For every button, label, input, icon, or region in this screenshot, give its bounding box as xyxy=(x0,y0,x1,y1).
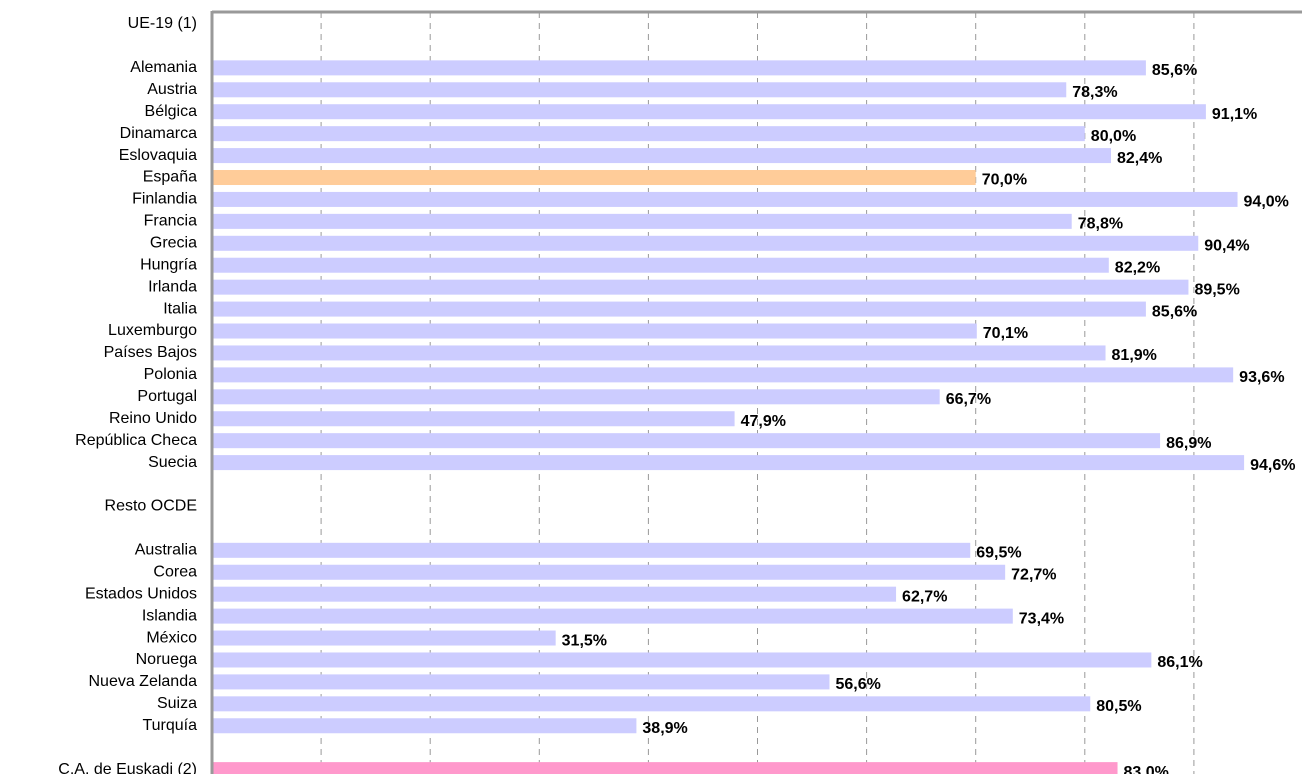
category-label: Luxemburgo xyxy=(108,322,197,339)
bar xyxy=(212,170,976,186)
value-label: 72,7% xyxy=(1011,566,1056,583)
bar xyxy=(212,213,1072,229)
bar xyxy=(212,279,1189,295)
category-label: Irlanda xyxy=(148,278,197,295)
category-label: Resto OCDE xyxy=(105,498,197,515)
value-label: 31,5% xyxy=(562,632,607,649)
bar xyxy=(212,126,1085,142)
value-label: 78,8% xyxy=(1078,216,1123,233)
value-label: 86,1% xyxy=(1157,654,1202,671)
category-label: Turquía xyxy=(142,717,197,734)
value-label: 66,7% xyxy=(946,391,991,408)
value-label: 47,9% xyxy=(741,413,786,430)
category-label: República Checa xyxy=(75,432,197,449)
bar xyxy=(212,301,1146,317)
bar xyxy=(212,148,1111,164)
value-label: 62,7% xyxy=(902,588,947,605)
category-label: Suecia xyxy=(148,454,197,471)
bar xyxy=(212,455,1245,471)
value-label: 85,6% xyxy=(1152,303,1197,320)
bar xyxy=(212,60,1146,76)
value-label: 78,3% xyxy=(1072,84,1117,101)
bar xyxy=(212,630,556,646)
value-label: 82,4% xyxy=(1117,150,1162,167)
category-label: Nueva Zelanda xyxy=(88,673,197,690)
value-label: 56,6% xyxy=(836,676,881,693)
category-label: Francia xyxy=(144,213,197,230)
category-label: Alemania xyxy=(130,59,197,76)
value-label: 94,0% xyxy=(1244,194,1289,211)
bar xyxy=(212,389,940,405)
value-label: 94,6% xyxy=(1250,457,1295,474)
value-label: 80,0% xyxy=(1091,128,1136,145)
value-label: 83,0% xyxy=(1124,764,1169,774)
bar xyxy=(212,82,1067,98)
bar xyxy=(212,718,637,734)
bar xyxy=(212,235,1199,251)
category-label: Corea xyxy=(153,563,197,580)
category-label: Estados Unidos xyxy=(85,585,197,602)
bar xyxy=(212,433,1161,449)
category-label: UE-19 (1) xyxy=(128,15,197,32)
bar xyxy=(212,586,897,602)
value-label: 85,6% xyxy=(1152,62,1197,79)
category-label: Finlandia xyxy=(132,191,197,208)
category-label: México xyxy=(146,629,197,646)
category-label: Bélgica xyxy=(145,103,198,120)
category-label: Italia xyxy=(163,300,197,317)
bar xyxy=(212,411,735,427)
category-label: Noruega xyxy=(136,651,197,668)
category-label: Islandia xyxy=(142,607,197,624)
category-label: Grecia xyxy=(150,235,197,252)
category-label: Suiza xyxy=(157,695,197,712)
value-label: 93,6% xyxy=(1239,369,1284,386)
category-label: C.A. de Euskadi (2) xyxy=(58,761,197,774)
bar xyxy=(212,191,1238,207)
value-label: 91,1% xyxy=(1212,106,1257,123)
value-label: 86,9% xyxy=(1166,435,1211,452)
category-label: Reino Unido xyxy=(109,410,197,427)
category-label: Austria xyxy=(147,81,197,98)
bar xyxy=(212,762,1118,774)
bar xyxy=(212,323,977,339)
category-label: Australia xyxy=(135,542,197,559)
value-label: 81,9% xyxy=(1112,347,1157,364)
value-label: 73,4% xyxy=(1019,610,1064,627)
value-label: 70,1% xyxy=(983,325,1028,342)
value-label: 89,5% xyxy=(1194,281,1239,298)
category-label: Polonia xyxy=(144,366,197,383)
bar xyxy=(212,542,971,558)
value-label: 38,9% xyxy=(642,720,687,737)
bar xyxy=(212,104,1206,120)
bar xyxy=(212,564,1006,580)
bar xyxy=(212,696,1091,712)
category-label: España xyxy=(143,169,197,186)
category-label: Dinamarca xyxy=(120,125,197,142)
bar xyxy=(212,608,1013,624)
value-label: 82,2% xyxy=(1115,259,1160,276)
value-label: 70,0% xyxy=(982,172,1027,189)
bar xyxy=(212,674,830,690)
bar xyxy=(212,652,1152,668)
category-label: Hungría xyxy=(140,256,197,273)
bar xyxy=(212,345,1106,361)
value-label: 80,5% xyxy=(1096,698,1141,715)
bar xyxy=(212,257,1109,273)
category-label: Países Bajos xyxy=(104,344,197,361)
bar xyxy=(212,367,1234,383)
value-label: 90,4% xyxy=(1204,238,1249,255)
category-label: Eslovaquia xyxy=(119,147,197,164)
value-label: 69,5% xyxy=(976,545,1021,562)
category-label: Portugal xyxy=(137,388,197,405)
